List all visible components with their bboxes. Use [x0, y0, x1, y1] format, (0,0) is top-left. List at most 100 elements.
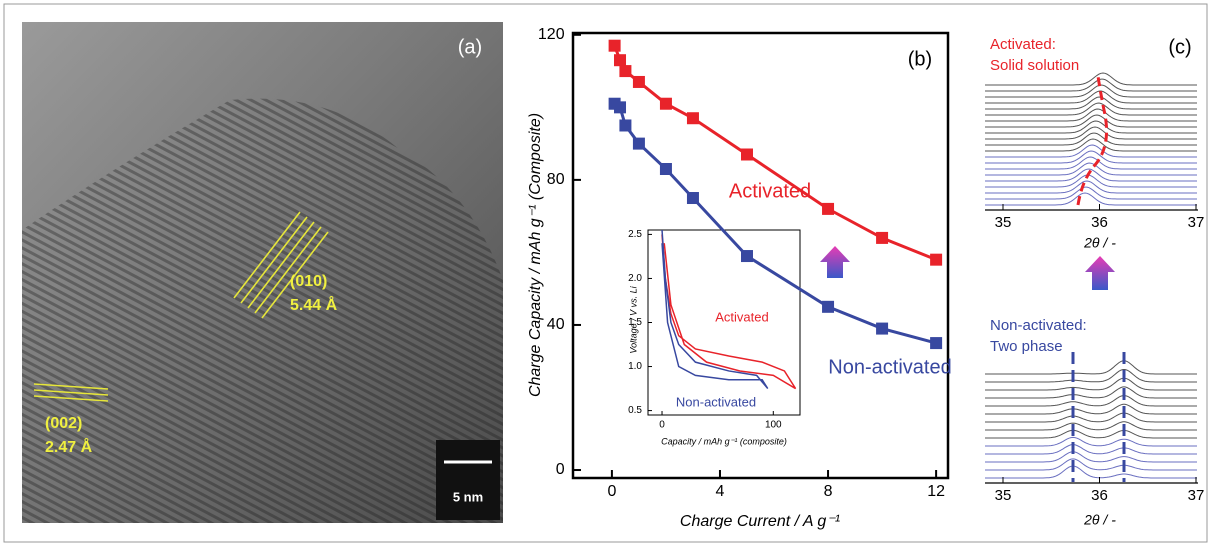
panel-label: (a) [458, 36, 482, 58]
series-line [661, 229, 769, 390]
inset-x-label: Capacity / mAh g⁻¹ (composite) [661, 436, 787, 446]
marker [659, 97, 672, 110]
x-tick-label: 35 [995, 214, 1012, 231]
diffraction-pattern [985, 78, 1197, 92]
x-axis-label: 2θ / - [1083, 235, 1116, 251]
x-tick-label: 35 [995, 487, 1012, 504]
panel-label: (c) [1168, 36, 1191, 58]
series-line [613, 102, 937, 345]
diffraction-pattern [985, 436, 1197, 447]
marker [822, 202, 835, 215]
marker [876, 322, 889, 335]
y-tick-label: 0.5 [628, 405, 642, 416]
y-tick-label: 80 [547, 171, 565, 188]
y-tick-label: 2.5 [628, 229, 642, 240]
marker [876, 231, 889, 244]
diffraction-pattern [985, 132, 1197, 146]
diffraction-pattern [985, 168, 1197, 182]
y-axis-label: Charge Capacity / mAh g⁻¹ (Composite) [527, 113, 544, 397]
marker [822, 300, 835, 313]
scale-bar-box [436, 440, 500, 520]
diffraction-pattern [985, 114, 1197, 128]
diffraction-pattern [985, 395, 1197, 407]
y-tick-label: 1.5 [628, 317, 642, 328]
y-tick-label: 40 [547, 316, 565, 333]
spacing-label: 5.44 Å [290, 295, 338, 314]
diffraction-pattern [985, 102, 1197, 116]
diffraction-pattern [985, 72, 1197, 86]
marker [686, 112, 699, 125]
series-label: Non-activated [676, 394, 756, 409]
x-tick-label: 100 [765, 420, 782, 431]
figure-border [3, 3, 1208, 543]
diffraction-pattern [985, 150, 1197, 164]
x-tick-label: 0 [659, 420, 665, 431]
marker [740, 148, 753, 161]
diffraction-pattern [985, 108, 1197, 122]
diffraction-pattern [985, 138, 1197, 152]
x-tick-label: 8 [824, 483, 833, 500]
diffraction-pattern [985, 377, 1197, 391]
inset-y-label: Voltage / V vs. Li [628, 285, 638, 353]
marker [614, 54, 627, 67]
diffraction-pattern [985, 403, 1197, 415]
marker [686, 192, 699, 205]
x-tick-label: 36 [1091, 487, 1108, 504]
fringe-markers [33, 211, 329, 402]
lattice-fringes [22, 98, 503, 524]
marker [930, 337, 943, 350]
diffraction-pattern [985, 465, 1197, 479]
spacing-label: 2.47 Å [45, 437, 93, 456]
panel-title: Solid solution [990, 57, 1079, 74]
x-tick-label: 36 [1091, 214, 1108, 231]
scale-bar-label: 5 nm [453, 489, 483, 504]
diffraction-pattern [985, 126, 1197, 140]
diffraction-pattern [985, 144, 1197, 158]
x-tick-label: 12 [927, 483, 945, 500]
diffraction-pattern [985, 162, 1197, 176]
diffraction-pattern [985, 458, 1197, 471]
marker [659, 163, 672, 176]
diffraction-pattern [985, 96, 1197, 110]
x-tick-label: 4 [716, 483, 725, 500]
marker [930, 253, 943, 266]
diffraction-pattern [985, 386, 1197, 399]
x-tick-label: 37 [1188, 214, 1205, 231]
x-tick-label: 37 [1188, 487, 1205, 504]
plot-frame [571, 31, 950, 480]
marker [740, 250, 753, 263]
marker [608, 39, 621, 52]
diffraction-pattern [985, 120, 1197, 134]
series-label: Activated [729, 180, 811, 202]
plane-label: (010) [290, 273, 327, 290]
marker [614, 101, 627, 114]
arrow [1085, 256, 1115, 290]
diffraction-pattern [985, 444, 1197, 455]
diffraction-pattern [985, 421, 1197, 431]
panel-title: Non-activated: [990, 317, 1087, 334]
diffraction-pattern [985, 90, 1197, 104]
diffraction-pattern [985, 429, 1197, 439]
plane-label: (002) [45, 415, 82, 432]
diffraction-pattern [985, 369, 1197, 383]
phase-trace [1076, 75, 1108, 206]
marker [632, 75, 645, 88]
series-label: Activated [715, 309, 768, 324]
marker [619, 119, 632, 132]
x-axis-label: 2θ / - [1083, 512, 1116, 528]
x-tick-label: 0 [607, 483, 616, 500]
marker [619, 65, 632, 78]
arrow [820, 246, 850, 278]
diffraction-pattern [985, 186, 1197, 200]
y-tick-label: 2.0 [628, 273, 642, 284]
series-line [661, 234, 797, 390]
diffraction-pattern [985, 360, 1197, 375]
diffraction-pattern [985, 156, 1197, 170]
y-tick-label: 1.0 [628, 361, 642, 372]
y-tick-label: 0 [556, 461, 565, 478]
panel-label: (b) [908, 48, 932, 70]
series-label: Non-activated [828, 356, 951, 378]
diffraction-pattern [985, 84, 1197, 98]
marker [632, 137, 645, 150]
